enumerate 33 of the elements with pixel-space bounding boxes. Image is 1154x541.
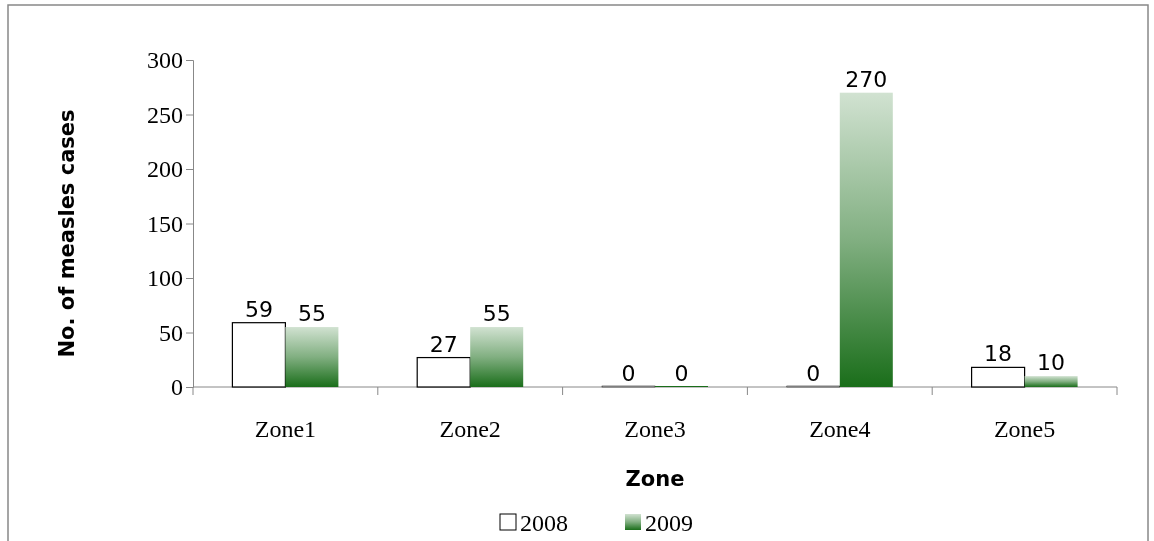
data-label: 10 <box>1037 350 1066 376</box>
bar <box>1024 376 1078 387</box>
x-tick-label: Zone5 <box>993 416 1056 442</box>
y-tick-label: 0 <box>171 374 183 401</box>
bar <box>470 327 524 387</box>
data-label: 18 <box>984 341 1013 367</box>
bar <box>285 327 339 387</box>
data-label: 0 <box>621 361 636 386</box>
x-axis-title: Zone <box>625 467 685 491</box>
x-tick-label: Zone4 <box>809 416 871 442</box>
bar <box>231 322 286 388</box>
x-tick-label: Zone2 <box>439 416 501 442</box>
bar <box>839 92 893 387</box>
y-tick-label: 50 <box>159 319 183 346</box>
data-label: 0 <box>806 361 821 386</box>
y-tick-label: 100 <box>147 265 183 292</box>
data-label: 55 <box>297 301 326 327</box>
y-axis-title: No. of measles cases <box>55 109 79 358</box>
x-tick-label: Zone1 <box>254 416 317 442</box>
y-tick-label: 250 <box>147 101 183 128</box>
x-tick-label: Zone3 <box>624 416 686 442</box>
legend-label: 2009 <box>645 510 693 536</box>
y-tick-label: 150 <box>147 210 183 237</box>
data-label: 270 <box>845 66 888 92</box>
y-tick-label: 300 <box>147 47 183 74</box>
y-tick-label: 200 <box>147 156 183 183</box>
legend-label: 2008 <box>520 510 568 536</box>
data-label: 59 <box>244 296 273 322</box>
bar <box>416 356 471 388</box>
bar <box>971 366 1026 388</box>
data-label: 0 <box>674 361 689 386</box>
data-label: 55 <box>482 301 511 327</box>
data-label: 27 <box>429 331 458 357</box>
